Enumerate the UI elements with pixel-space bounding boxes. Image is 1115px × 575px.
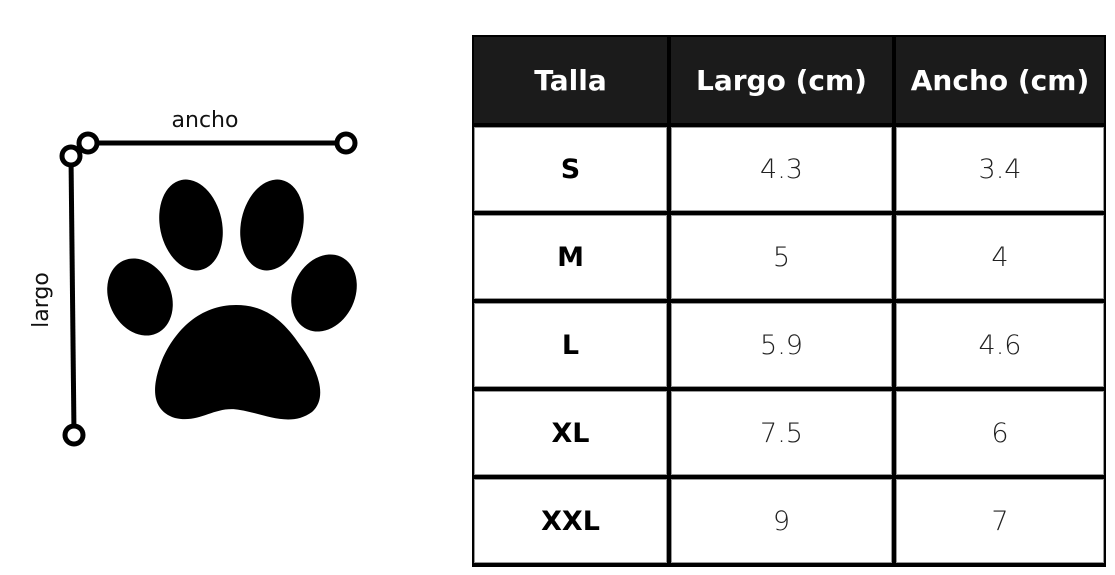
width-cell: 4 xyxy=(894,213,1106,301)
width-cell: 7 xyxy=(894,477,1106,565)
width-cell: 3.4 xyxy=(894,125,1106,213)
length-label: largo xyxy=(29,272,54,328)
size-cell: S xyxy=(472,125,669,213)
length-cell: 5.9 xyxy=(669,301,894,389)
width-label: ancho xyxy=(172,108,239,133)
length-measure-line xyxy=(59,144,86,447)
header-ancho: Ancho (cm) xyxy=(894,35,1106,125)
size-cell: M xyxy=(472,213,669,301)
size-cell: XXL xyxy=(472,477,669,565)
header-talla: Talla xyxy=(472,35,669,125)
length-cell: 4.3 xyxy=(669,125,894,213)
paw-measurement-diagram: ancho largo xyxy=(29,108,358,447)
width-cell: 4.6 xyxy=(894,301,1106,389)
size-table: Talla Largo (cm) Ancho (cm) S 4.3 3.4 M … xyxy=(472,35,1106,567)
length-cell: 7.5 xyxy=(669,389,894,477)
header-largo: Largo (cm) xyxy=(669,35,894,125)
size-cell: L xyxy=(472,301,669,389)
width-cell: 6 xyxy=(894,389,1106,477)
length-cell: 5 xyxy=(669,213,894,301)
width-measure-line xyxy=(76,131,358,155)
size-cell: XL xyxy=(472,389,669,477)
paw-print-icon xyxy=(107,179,357,420)
length-cell: 9 xyxy=(669,477,894,565)
